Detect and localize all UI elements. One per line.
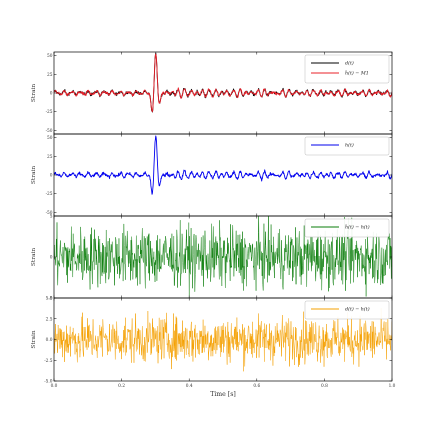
x-tick-label: 0.6 xyxy=(253,384,260,389)
legend-4: d(t) − h(t) xyxy=(304,300,390,320)
panel-1-plot-area xyxy=(54,52,392,113)
series-2-1 xyxy=(54,135,392,195)
panel-4: 5.0 2.5 0.0 -2.5 -5.0 Strain 0.0 0.2 0.4 0.6 0.8 1.… xyxy=(31,297,396,399)
y-tick-label: 0 xyxy=(50,174,53,179)
y-tick-label: 25 xyxy=(47,155,53,160)
y-tick-label: 0 xyxy=(50,256,53,261)
y-tick-label: -50 xyxy=(46,129,53,134)
legend-box xyxy=(304,218,390,238)
legend-label: h(t) xyxy=(345,142,354,149)
panel-2-plot-area xyxy=(54,135,392,195)
panel-3-plot-area xyxy=(54,216,392,298)
legend-label: ĥ(t) − h(t) xyxy=(345,224,370,231)
legend-label: d(t) − h(t) xyxy=(345,306,370,313)
x-axis-label: Time [s] xyxy=(210,391,236,398)
y-tick-label: 50 xyxy=(47,136,53,141)
panel-4-plot-area xyxy=(54,307,392,372)
legend-2: h(t) xyxy=(304,136,390,156)
panel-2: 50 25 0 -25 -50 Strain h(t) xyxy=(31,133,393,217)
x-tick-label: 0.0 xyxy=(51,384,58,389)
y-tick-label: -2.5 xyxy=(44,359,53,364)
y-tick-label: 5.0 xyxy=(46,297,53,302)
legend-box xyxy=(304,300,390,320)
y-tick-label: -5 xyxy=(48,297,52,302)
panel-3: 5 0 -5 Strain ĥ(t) − h(t) xyxy=(31,215,393,302)
series-3-1 xyxy=(54,216,392,298)
y-tick-label: 50 xyxy=(47,54,53,59)
x-tick-label: 0.4 xyxy=(186,384,193,389)
panel-1: 50 25 0 -25 -50 Strain d(t) ĥ(t) − M1 xyxy=(31,51,393,135)
y-axis-label: Strain xyxy=(31,84,37,102)
legend-box xyxy=(304,54,390,84)
y-axis-label: Strain xyxy=(31,166,37,184)
y-tick-label: 0.0 xyxy=(46,338,53,343)
legend-label: d(t) xyxy=(345,60,354,67)
x-tick-label: 0.2 xyxy=(118,384,125,389)
y-tick-label: 5 xyxy=(50,215,53,220)
y-axis-label: Strain xyxy=(31,330,37,348)
y-tick-label: -25 xyxy=(46,110,53,115)
legend-box xyxy=(304,136,390,156)
legend-3: ĥ(t) − h(t) xyxy=(304,218,390,238)
y-tick-label: -5.0 xyxy=(44,380,53,385)
y-tick-label: 0 xyxy=(50,92,53,97)
y-tick-label: 25 xyxy=(47,73,53,78)
y-tick-label: -50 xyxy=(46,211,53,216)
y-axis-label: Strain xyxy=(31,248,37,266)
y-tick-label: -25 xyxy=(46,192,53,197)
y-tick-label: 2.5 xyxy=(46,317,53,322)
x-tick-label: 1.0 xyxy=(389,384,396,389)
x-tick-label: 0.8 xyxy=(321,384,328,389)
legend-label: ĥ(t) − M1 xyxy=(345,70,369,77)
series-1-2 xyxy=(54,53,392,113)
legend-1: d(t) ĥ(t) − M1 xyxy=(304,54,390,84)
series-4-1 xyxy=(54,307,392,372)
